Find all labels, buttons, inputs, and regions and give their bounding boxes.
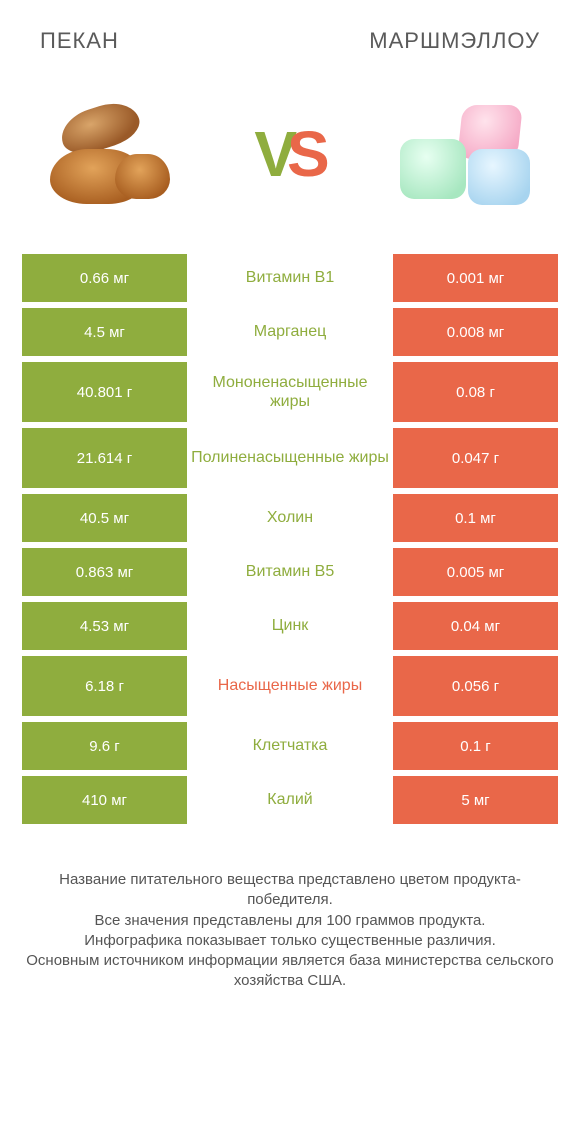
comparison-header: ПЕКАН МАРШМЭЛЛОУ — [0, 0, 580, 64]
right-value: 0.1 г — [393, 722, 558, 770]
left-value: 410 мг — [22, 776, 187, 824]
right-product-title: МАРШМЭЛЛОУ — [369, 28, 540, 54]
left-value: 21.614 г — [22, 428, 187, 488]
table-row: 4.53 мгЦинк0.04 мг — [22, 602, 558, 650]
table-row: 6.18 гНасыщенные жиры0.056 г — [22, 656, 558, 716]
right-value: 5 мг — [393, 776, 558, 824]
nutrient-label: Цинк — [187, 602, 393, 650]
right-product-image — [390, 94, 550, 214]
vs-s: S — [287, 118, 326, 190]
left-product-title: ПЕКАН — [40, 28, 119, 54]
right-value: 0.08 г — [393, 362, 558, 422]
left-value: 6.18 г — [22, 656, 187, 716]
footnote-line: Название питательного вещества представл… — [59, 871, 521, 908]
nutrient-label: Витамин B1 — [187, 254, 393, 302]
table-row: 9.6 гКлетчатка0.1 г — [22, 722, 558, 770]
nutrient-label: Полиненасыщенные жиры — [187, 428, 393, 488]
marshmallow-icon — [390, 99, 550, 209]
table-row: 40.5 мгХолин0.1 мг — [22, 494, 558, 542]
table-row: 40.801 гМононенасыщенные жиры0.08 г — [22, 362, 558, 422]
left-product-image — [30, 94, 190, 214]
left-value: 40.5 мг — [22, 494, 187, 542]
right-value: 0.001 мг — [393, 254, 558, 302]
nutrient-label: Клетчатка — [187, 722, 393, 770]
table-row: 0.66 мгВитамин B10.001 мг — [22, 254, 558, 302]
footnote-line: Все значения представлены для 100 граммо… — [95, 912, 486, 929]
nutrient-label: Витамин B5 — [187, 548, 393, 596]
left-value: 4.53 мг — [22, 602, 187, 650]
footnote: Название питательного вещества представл… — [0, 830, 580, 992]
table-row: 21.614 гПолиненасыщенные жиры0.047 г — [22, 428, 558, 488]
hero: VS — [0, 64, 580, 254]
nutrient-label: Калий — [187, 776, 393, 824]
table-row: 0.863 мгВитамин B50.005 мг — [22, 548, 558, 596]
left-value: 40.801 г — [22, 362, 187, 422]
right-value: 0.04 мг — [393, 602, 558, 650]
table-row: 4.5 мгМарганец0.008 мг — [22, 308, 558, 356]
right-value: 0.005 мг — [393, 548, 558, 596]
right-value: 0.047 г — [393, 428, 558, 488]
nutrient-label: Марганец — [187, 308, 393, 356]
right-value: 0.1 мг — [393, 494, 558, 542]
right-value: 0.008 мг — [393, 308, 558, 356]
footnote-line: Инфографика показывает только существенн… — [84, 932, 496, 949]
nutrient-label: Мононенасыщенные жиры — [187, 362, 393, 422]
nutrient-table: 0.66 мгВитамин B10.001 мг4.5 мгМарганец0… — [0, 254, 580, 824]
left-value: 9.6 г — [22, 722, 187, 770]
left-value: 4.5 мг — [22, 308, 187, 356]
left-value: 0.66 мг — [22, 254, 187, 302]
left-value: 0.863 мг — [22, 548, 187, 596]
right-value: 0.056 г — [393, 656, 558, 716]
table-row: 410 мгКалий5 мг — [22, 776, 558, 824]
footnote-line: Основным источником информации является … — [26, 952, 553, 989]
nutrient-label: Холин — [187, 494, 393, 542]
nutrient-label: Насыщенные жиры — [187, 656, 393, 716]
vs-label: VS — [254, 117, 325, 191]
pecan-icon — [40, 99, 180, 209]
